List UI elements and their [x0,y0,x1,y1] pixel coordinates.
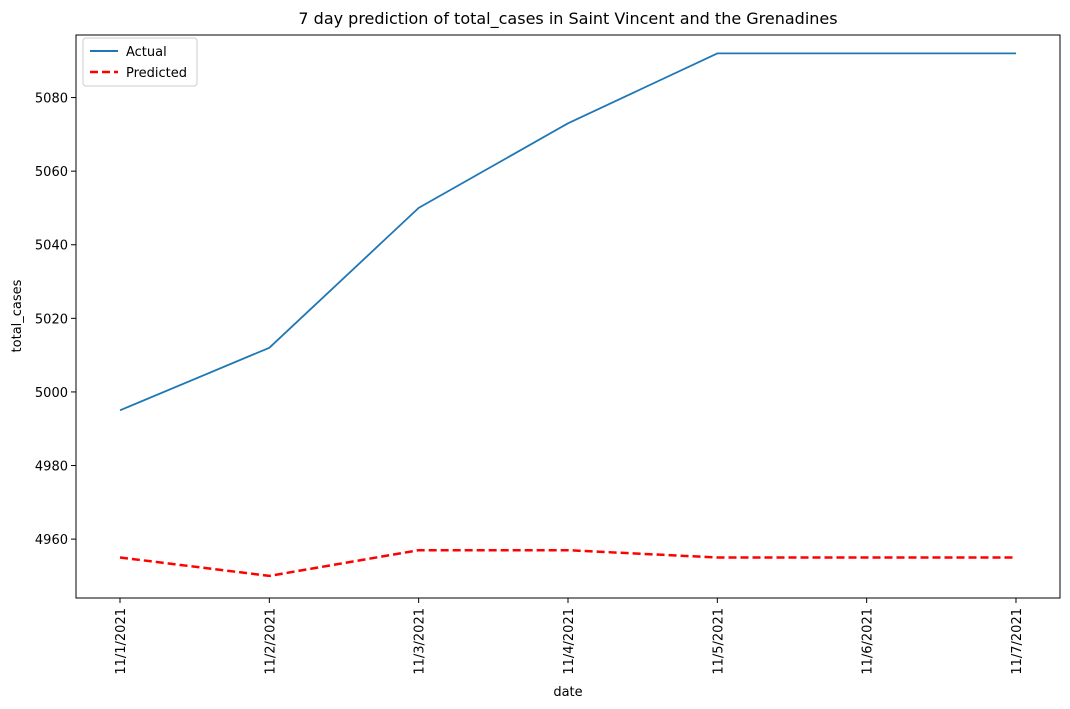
x-tick-label: 11/2/2021 [263,608,278,675]
x-axis: 11/1/2021 11/2/2021 11/3/2021 11/4/2021 11/5… [114,598,1025,675]
y-tick-label: 5080 [35,92,68,107]
x-tick-label: 11/4/2021 [562,608,577,675]
series-line-actual [119,52,1016,412]
y-tick-label: 5020 [35,312,68,327]
x-tick-label: 11/6/2021 [861,608,876,675]
legend-label-actual: Actual [126,45,167,60]
x-tick-label: 11/7/2021 [1010,608,1025,675]
legend: Actual Predicted [82,37,198,87]
series-layer [119,52,1016,578]
x-tick-label: 11/3/2021 [413,608,428,675]
y-tick-label: 5040 [35,239,68,254]
y-axis-title: total_cases [10,279,25,352]
y-axis: 4960 4980 5000 5020 5040 5060 5080 [35,92,76,548]
y-tick-label: 4960 [35,533,68,548]
x-axis-title: date [553,685,582,700]
y-tick-label: 4980 [35,460,68,475]
series-line-predicted [119,548,1016,578]
y-tick-label: 5000 [35,386,68,401]
y-tick-label: 5060 [35,165,68,180]
x-tick-label: 11/1/2021 [114,608,129,675]
legend-label-predicted: Predicted [126,66,187,81]
chart-title: 7 day prediction of total_cases in Saint… [298,9,837,29]
plot-area [75,34,1061,599]
x-tick-label: 11/5/2021 [711,608,726,675]
